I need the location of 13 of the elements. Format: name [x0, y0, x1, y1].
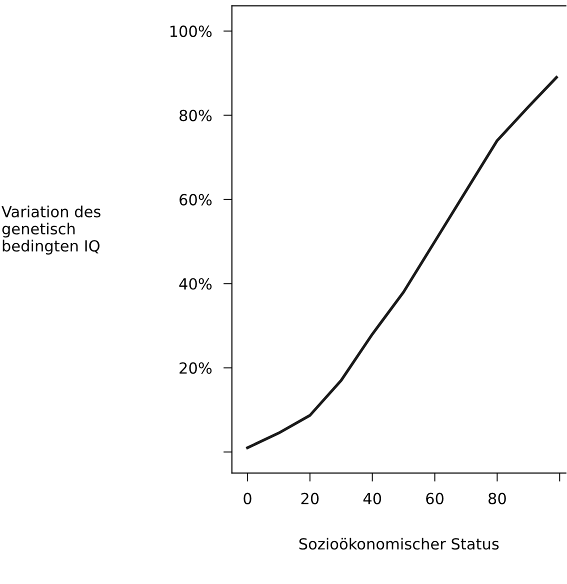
y-tick-label: 100% [170, 26, 212, 38]
y-tick-label: 80% [180, 110, 212, 122]
x-tick-label: 0 [244, 492, 252, 504]
x-tick-label: 60 [426, 492, 444, 504]
x-tick-label: 40 [363, 492, 382, 504]
x-axis-title: Sozioökonomischer Status [299, 538, 499, 550]
x-tick-label: 20 [301, 492, 319, 504]
x-tick-label: 80 [488, 492, 506, 504]
y-tick-label: 20% [180, 362, 212, 374]
y-tick-label: 60% [180, 194, 212, 206]
y-tick-label: 40% [179, 278, 212, 290]
y-axis-title: Variation des genetisch bedingten IQ [2, 206, 100, 255]
line-series [246, 76, 558, 450]
